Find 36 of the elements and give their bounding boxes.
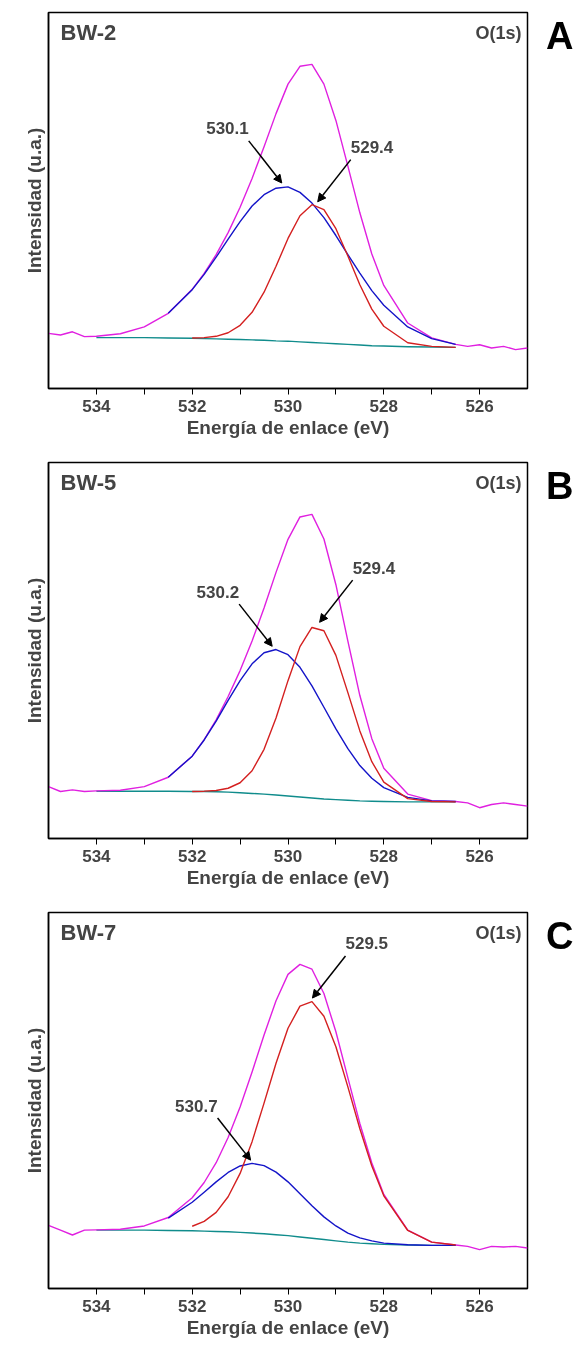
x-tick-label: 530 (273, 1296, 303, 1316)
chart-subtitle: O(1s) (475, 472, 522, 493)
annotation: 530.1 (206, 119, 249, 139)
chart-subtitle: O(1s) (475, 922, 522, 943)
x-tick-label: 534 (82, 846, 112, 866)
annotation: 529.4 (350, 138, 394, 158)
text: A (545, 14, 574, 59)
y-axis-title: Intensidad (u.a.) (23, 127, 45, 274)
annotation: 529.5 (345, 934, 389, 954)
x-tick-label: 530 (273, 396, 303, 416)
annotation: 529.4 (352, 558, 396, 578)
chart-subtitle: O(1s) (475, 22, 522, 43)
x-tick-label: 530 (273, 846, 303, 866)
text: B (545, 464, 574, 509)
x-tick-label: 528 (369, 846, 398, 866)
chart-title: BW-5 (60, 469, 117, 495)
x-tick-label: 532 (178, 846, 207, 866)
chart-title: BW-2 (60, 19, 117, 45)
x-axis-title: Energía de enlace (eV) (186, 1316, 390, 1338)
x-tick-label: 528 (369, 1296, 398, 1316)
x-tick-label: 532 (178, 1296, 207, 1316)
x-axis-title: Energía de enlace (eV) (186, 866, 390, 888)
x-tick-label: 526 (465, 846, 494, 866)
x-tick-label: 528 (369, 396, 398, 416)
x-tick-label: 534 (82, 1296, 112, 1316)
x-tick-label: 534 (82, 396, 112, 416)
y-axis-title: Intensidad (u.a.) (23, 577, 45, 724)
annotation: 530.7 (175, 1096, 218, 1116)
annotation: 530.2 (196, 582, 240, 602)
chart-title: BW-7 (60, 919, 117, 945)
y-axis-title: Intensidad (u.a.) (23, 1027, 45, 1174)
x-tick-label: 526 (465, 1296, 494, 1316)
x-tick-label: 526 (465, 396, 494, 416)
text: C (545, 914, 574, 959)
x-axis-title: Energía de enlace (eV) (186, 416, 390, 438)
x-tick-label: 532 (178, 396, 207, 416)
